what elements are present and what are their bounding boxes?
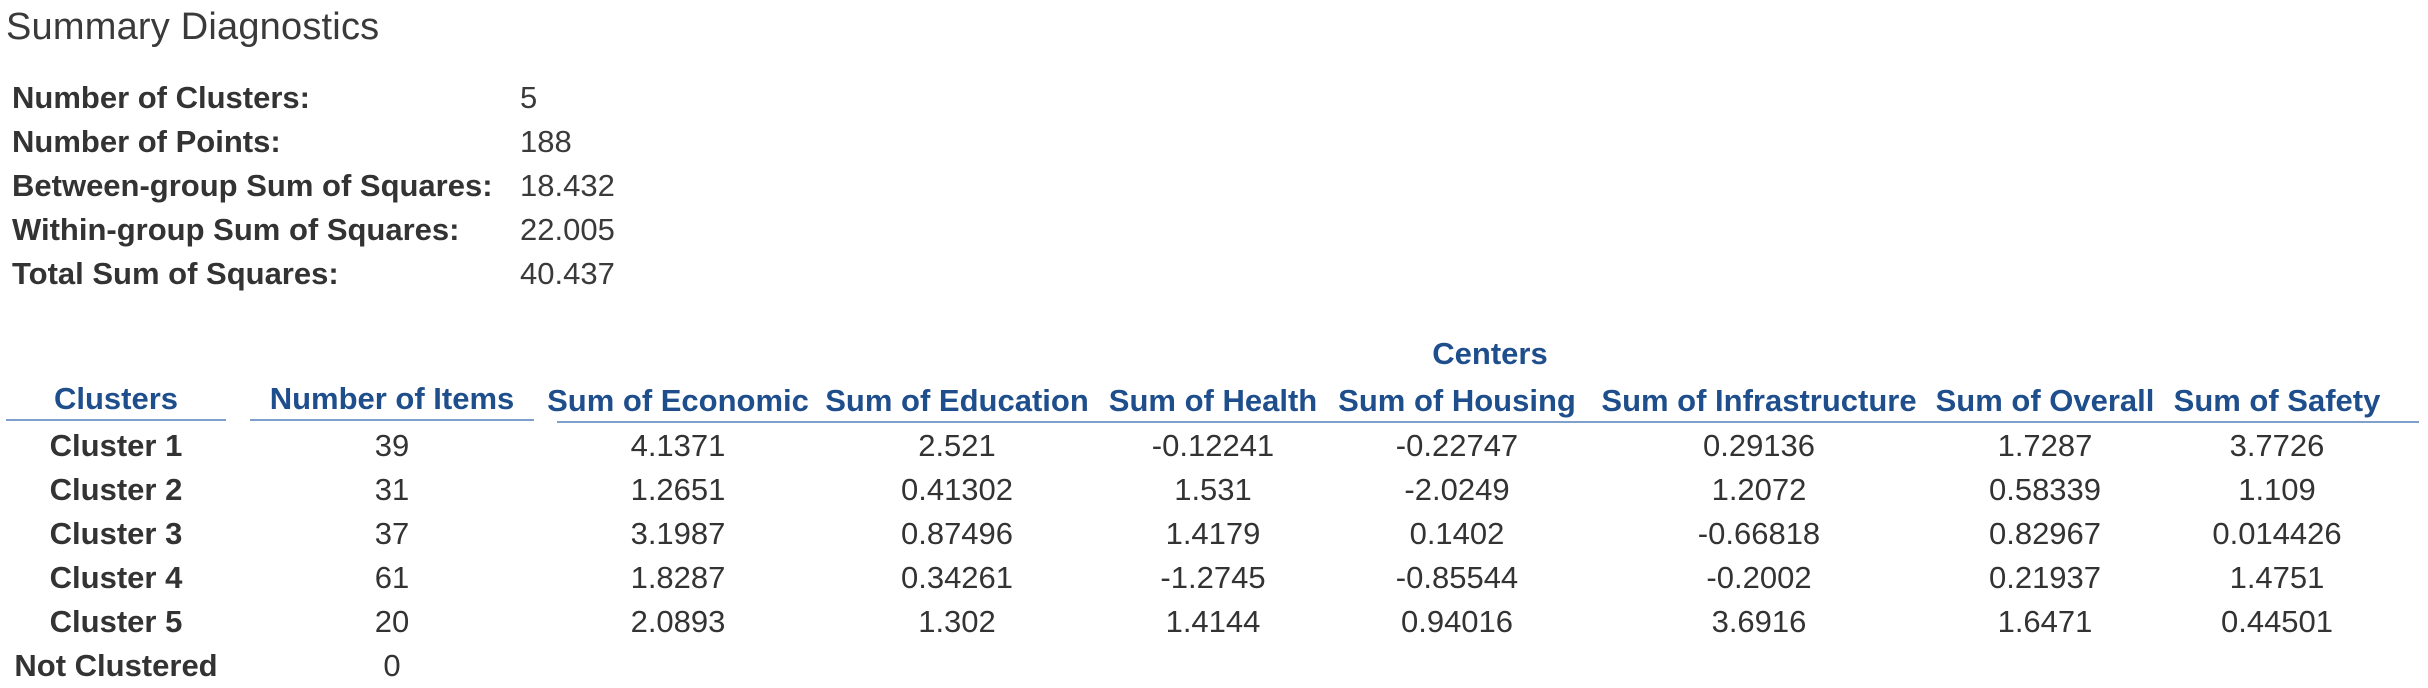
cell-safety: 1.109 xyxy=(2238,472,2316,507)
cell-health: -0.12241 xyxy=(1151,428,1275,463)
stat-label: Number of Clusters: xyxy=(12,80,310,115)
cell-housing: 0.1402 xyxy=(1409,516,1505,551)
cell-items: 61 xyxy=(374,560,410,595)
stat-label: Total Sum of Squares: xyxy=(12,256,339,291)
stat-value: 40.437 xyxy=(520,256,615,291)
stat-value: 22.005 xyxy=(520,212,615,247)
stat-row-between: Between-group Sum of Squares: 18.432 xyxy=(12,164,615,208)
cell-overall xyxy=(1932,644,2158,688)
cell-education: 0.87496 xyxy=(900,516,1014,551)
cell-education: 0.41302 xyxy=(900,472,1014,507)
header-infrastructure: Sum of Infrastructure xyxy=(1601,383,1917,418)
cell-education: 0.34261 xyxy=(900,560,1014,595)
header-economic: Sum of Economic xyxy=(547,383,809,418)
stat-value: 18.432 xyxy=(520,168,615,203)
cell-overall: 0.58339 xyxy=(1988,472,2102,507)
table-row: Cluster 5 20 2.0893 1.302 1.4144 0.94016… xyxy=(0,600,2396,644)
centers-group-header: Centers xyxy=(1432,336,1548,371)
cell-economic: 3.1987 xyxy=(630,516,726,551)
cell-education: 1.302 xyxy=(918,604,996,639)
cell-economic: 4.1371 xyxy=(630,428,726,463)
cell-items: 20 xyxy=(374,604,410,639)
cell-safety: 3.7726 xyxy=(2229,428,2325,463)
stat-value: 5 xyxy=(520,80,538,115)
table-row: Cluster 3 37 3.1987 0.87496 1.4179 0.140… xyxy=(0,512,2396,556)
cell-infrastructure: 3.6916 xyxy=(1711,604,1807,639)
cell-overall: 0.82967 xyxy=(1988,516,2102,551)
header-education: Sum of Education xyxy=(825,383,1089,418)
cluster-centers-table: Clusters Number of Items Sum of Economic… xyxy=(0,378,2396,688)
cluster-label: Not Clustered xyxy=(14,648,218,683)
cluster-label: Cluster 2 xyxy=(49,472,183,507)
cell-items: 39 xyxy=(374,428,410,463)
stat-label: Between-group Sum of Squares: xyxy=(12,168,493,203)
cell-safety: 0.014426 xyxy=(2212,516,2342,551)
cell-items: 0 xyxy=(383,648,401,683)
cell-safety xyxy=(2158,644,2396,688)
table-row: Cluster 1 39 4.1371 2.521 -0.12241 -0.22… xyxy=(0,424,2396,468)
cell-infrastructure: 1.2072 xyxy=(1711,472,1807,507)
summary-stats: Number of Clusters: 5 Number of Points: … xyxy=(12,76,615,296)
stat-label: Number of Points: xyxy=(12,124,281,159)
header-health: Sum of Health xyxy=(1108,383,1318,418)
cell-overall: 1.6471 xyxy=(1997,604,2093,639)
stat-row-total: Total Sum of Squares: 40.437 xyxy=(12,252,615,296)
cell-housing: -0.85544 xyxy=(1395,560,1519,595)
cell-safety: 1.4751 xyxy=(2229,560,2325,595)
cell-health: -1.2745 xyxy=(1160,560,1266,595)
header-overall: Sum of Overall xyxy=(1935,383,2155,418)
cell-housing: -0.22747 xyxy=(1395,428,1519,463)
header-safety: Sum of Safety xyxy=(2173,383,2381,418)
cell-housing: -2.0249 xyxy=(1404,472,1510,507)
table-row: Cluster 2 31 1.2651 0.41302 1.531 -2.024… xyxy=(0,468,2396,512)
cell-economic: 1.2651 xyxy=(630,472,726,507)
cell-health: 1.531 xyxy=(1174,472,1252,507)
header-housing: Sum of Housing xyxy=(1338,383,1576,418)
cell-housing xyxy=(1328,644,1586,688)
cell-health xyxy=(1098,644,1328,688)
cluster-label: Cluster 1 xyxy=(49,428,183,463)
stat-row-points: Number of Points: 188 xyxy=(12,120,615,164)
cell-education: 2.521 xyxy=(918,428,996,463)
cluster-label: Cluster 4 xyxy=(49,560,183,595)
cell-safety: 0.44501 xyxy=(2220,604,2334,639)
header-clusters: Clusters xyxy=(0,378,232,424)
cell-health: 1.4144 xyxy=(1165,604,1261,639)
cell-housing: 0.94016 xyxy=(1400,604,1514,639)
stat-label: Within-group Sum of Squares: xyxy=(12,212,460,247)
cell-economic: 1.8287 xyxy=(630,560,726,595)
cluster-label: Cluster 5 xyxy=(49,604,183,639)
cell-infrastructure: -0.66818 xyxy=(1697,516,1821,551)
cell-infrastructure: -0.2002 xyxy=(1706,560,1812,595)
cell-health: 1.4179 xyxy=(1165,516,1261,551)
centers-divider xyxy=(557,421,2419,423)
cell-items: 37 xyxy=(374,516,410,551)
cell-economic: 2.0893 xyxy=(630,604,726,639)
cell-items: 31 xyxy=(374,472,410,507)
cell-infrastructure: 0.29136 xyxy=(1702,428,1816,463)
table-row: Cluster 4 61 1.8287 0.34261 -1.2745 -0.8… xyxy=(0,556,2396,600)
page-title: Summary Diagnostics xyxy=(6,6,380,48)
stat-row-clusters: Number of Clusters: 5 xyxy=(12,76,615,120)
cell-infrastructure xyxy=(1586,644,1932,688)
cell-economic xyxy=(540,644,816,688)
stat-value: 188 xyxy=(520,124,572,159)
cell-education xyxy=(816,644,1098,688)
header-number-of-items: Number of Items xyxy=(244,378,540,424)
table-row: Not Clustered 0 xyxy=(0,644,2396,688)
cell-overall: 1.7287 xyxy=(1997,428,2093,463)
cell-overall: 0.21937 xyxy=(1988,560,2102,595)
stat-row-within: Within-group Sum of Squares: 22.005 xyxy=(12,208,615,252)
cluster-label: Cluster 3 xyxy=(49,516,183,551)
table-header-row: Clusters Number of Items Sum of Economic… xyxy=(0,378,2396,424)
